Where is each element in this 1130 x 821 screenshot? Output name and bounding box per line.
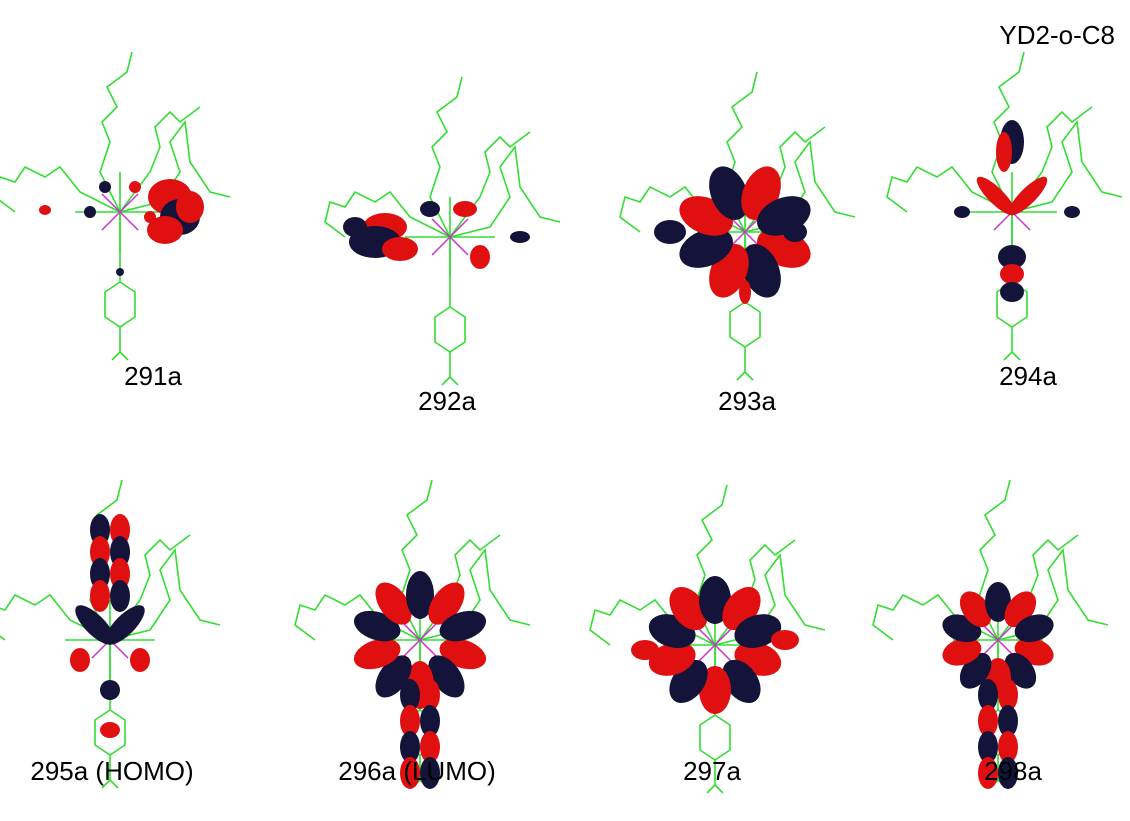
orbital-image (873, 480, 1108, 789)
molecule-bond (450, 132, 530, 237)
orbital-image (0, 480, 220, 788)
orbital-lobe (116, 268, 124, 276)
orbital-lobe (1064, 206, 1080, 218)
orbital-image (620, 72, 855, 380)
orbital-image (0, 52, 230, 360)
orbital-lobe (1000, 264, 1024, 284)
orbital-image (590, 485, 825, 793)
orbital-lobe (783, 222, 807, 242)
orbital-image (887, 52, 1122, 360)
panel-label: 294a (999, 361, 1057, 391)
orbital-lobe (631, 640, 659, 660)
orbital-lobe (382, 237, 418, 261)
orbital-image (295, 480, 530, 789)
orbital-lobe (70, 648, 90, 672)
panel-label: 298a (984, 756, 1042, 786)
orbital-lobe (420, 201, 440, 217)
figure-title: YD2-o-C8 (999, 20, 1115, 50)
orbital-lobe (176, 191, 204, 223)
orbital-lobe (1000, 282, 1024, 302)
orbital-lobe (996, 132, 1012, 172)
orbital-lobe (110, 580, 130, 612)
orbital-lobe (470, 245, 490, 269)
orbital-lobe (100, 680, 120, 700)
orbital-lobe (100, 722, 120, 738)
page: YD2-o-C8 291a 292a 293a 294a 295a (HOMO) 296a… (0, 0, 1130, 821)
orbital-lobe (654, 220, 686, 244)
orbital-image (325, 77, 560, 385)
orbital-lobe (343, 217, 367, 237)
orbital-lobe (130, 648, 150, 672)
orbital-lobe (771, 630, 799, 650)
orbital-lobe (144, 211, 156, 223)
molecule-bond (450, 147, 560, 237)
panel-label: 291a (124, 361, 182, 391)
orbital-lobe (39, 205, 51, 215)
panel-label: 292a (418, 386, 476, 416)
orbital-lobe (99, 181, 111, 193)
figure: YD2-o-C8 291a 292a 293a 294a 295a (HOMO) 296a… (0, 0, 1130, 821)
panel-label: 297a (683, 756, 741, 786)
panel-label: 295a (HOMO) (30, 756, 193, 786)
orbital-lobe (1004, 172, 1052, 220)
orbital-lobe (510, 231, 530, 243)
orbital-lobe (90, 580, 110, 612)
panel-label: 296a (LUMO) (338, 756, 496, 786)
panel-label: 293a (718, 386, 776, 416)
orbital-lobe (84, 206, 96, 218)
orbital-lobe (954, 206, 970, 218)
orbital-lobe (739, 280, 751, 304)
orbital-lobe (453, 201, 477, 217)
orbital-lobe (129, 181, 141, 193)
